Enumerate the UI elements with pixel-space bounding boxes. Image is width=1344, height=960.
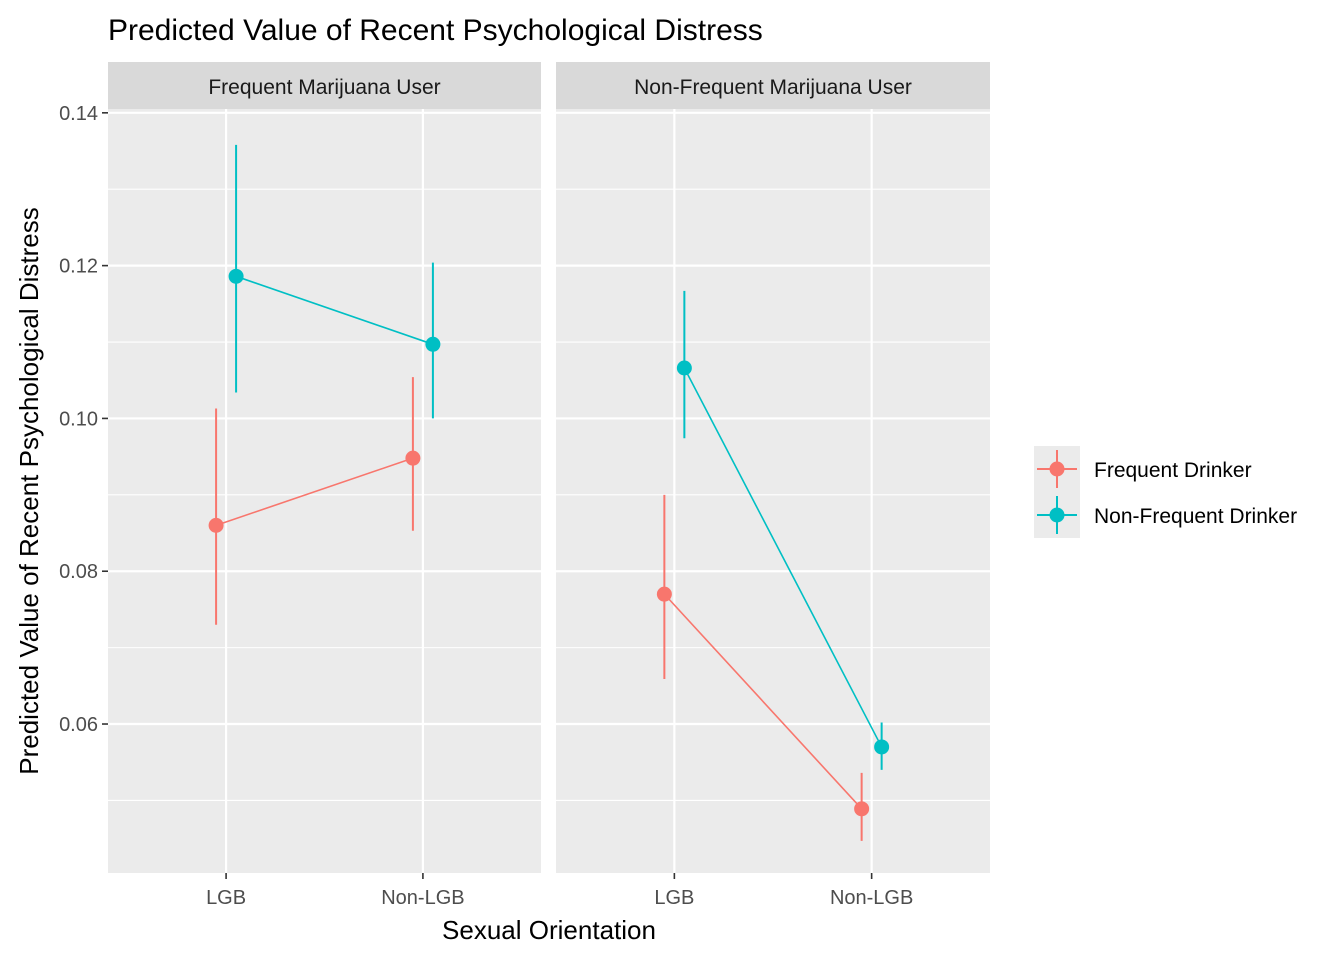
data-point	[208, 517, 224, 533]
facet-panel: Non-Frequent Marijuana User LGB Non-LGB	[556, 62, 990, 909]
data-point	[874, 739, 890, 755]
facet-strip	[556, 62, 990, 109]
legend: Frequent Drinker Non-Frequent Drinker	[1034, 446, 1297, 538]
x-tick-label: Non-LGB	[830, 887, 913, 909]
series-line	[215, 457, 414, 527]
y-tick-label: 0.14	[59, 103, 98, 125]
legend-label: Non-Frequent Drinker	[1094, 505, 1297, 528]
y-tick-label: 0.06	[59, 714, 98, 736]
facet-strip-label: Frequent Marijuana User	[208, 76, 440, 99]
series-line	[663, 593, 863, 810]
panel-background	[556, 109, 990, 873]
facet-panels: Frequent Marijuana User 0.06 0.08 0.10 0.12 0…	[59, 62, 990, 909]
facet-strip-label: Non-Frequent Marijuana User	[634, 76, 912, 99]
data-point	[425, 336, 441, 352]
panel-background	[108, 109, 541, 873]
y-tick-label: 0.12	[59, 256, 98, 278]
data-point	[854, 801, 870, 817]
y-axis-title: Predicted Value of Recent Psychological …	[14, 207, 44, 774]
legend-key-point	[1049, 461, 1065, 477]
y-tick-label: 0.08	[59, 561, 98, 583]
x-tick-label: LGB	[654, 887, 694, 909]
facet-panel: Frequent Marijuana User 0.06 0.08 0.10 0.12 0…	[59, 62, 541, 909]
x-tick-label: Non-LGB	[381, 887, 464, 909]
data-point	[405, 450, 421, 466]
data-point	[656, 586, 672, 602]
data-point	[676, 360, 692, 376]
chart-title: Predicted Value of Recent Psychological …	[108, 14, 763, 47]
legend-label: Frequent Drinker	[1094, 459, 1252, 482]
data-point	[228, 268, 244, 284]
legend-key-point	[1049, 507, 1065, 523]
series-line	[683, 367, 883, 748]
x-tick-label: LGB	[206, 887, 246, 909]
x-axis-title: Sexual Orientation	[442, 915, 656, 945]
facet-strip	[108, 62, 541, 109]
y-tick-label: 0.10	[59, 408, 98, 430]
series-line	[235, 275, 434, 346]
